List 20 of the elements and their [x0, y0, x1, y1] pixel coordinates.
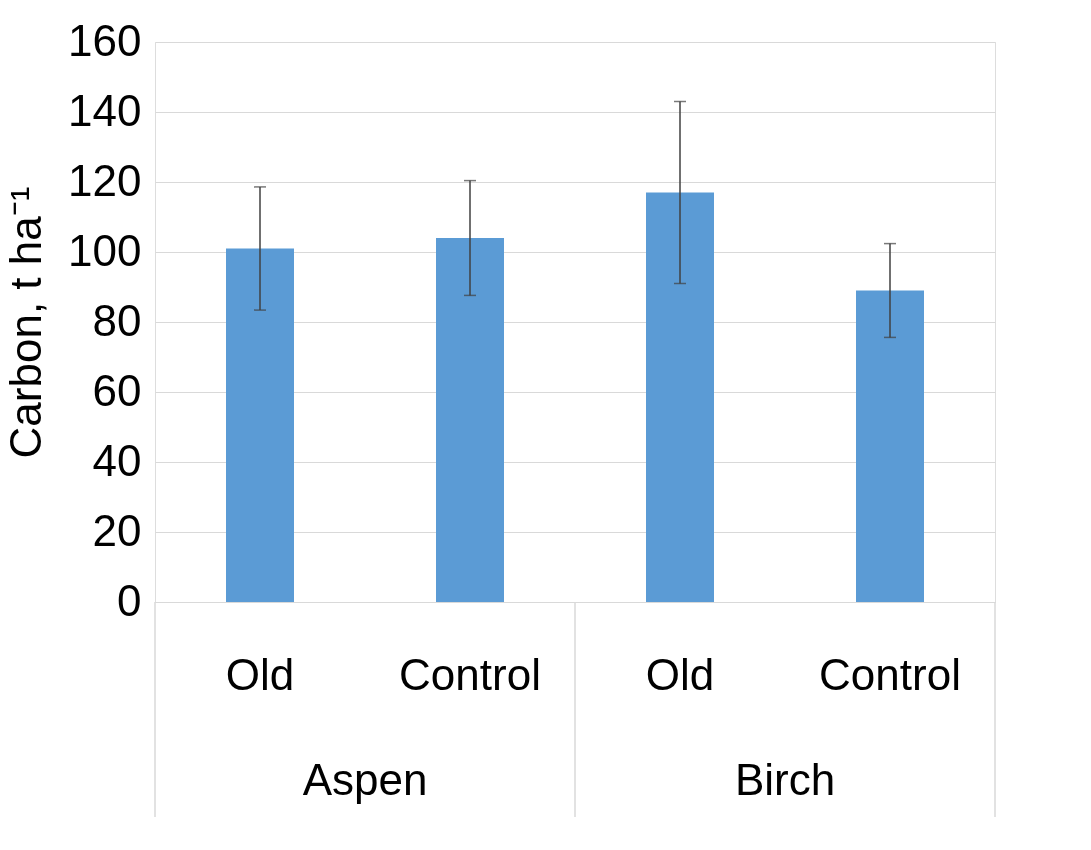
x-tick-label: Old [645, 649, 715, 699]
y-tick-label: 40 [92, 435, 142, 485]
y-tick-label: 20 [92, 505, 142, 555]
y-tick-label: 120 [68, 155, 142, 205]
bar [226, 248, 294, 602]
text: Birch [734, 755, 836, 804]
y-tick-label: 140 [68, 85, 142, 135]
y-axis-title: Carbon, t ha⁻¹ [1, 186, 51, 459]
x-tick-label: Control [399, 649, 541, 699]
x-tick-label: Old [225, 649, 295, 699]
bar [646, 192, 714, 602]
bar [856, 290, 924, 602]
bar [436, 238, 504, 602]
y-tick-label: 100 [68, 225, 142, 275]
text: Aspen [302, 755, 428, 804]
x-tick-label: Control [819, 649, 961, 699]
y-tick-label: 0 [117, 575, 142, 625]
y-tick-label: 60 [92, 365, 142, 415]
y-tick-label: 80 [92, 295, 142, 345]
y-tick-label: 160 [68, 15, 142, 65]
